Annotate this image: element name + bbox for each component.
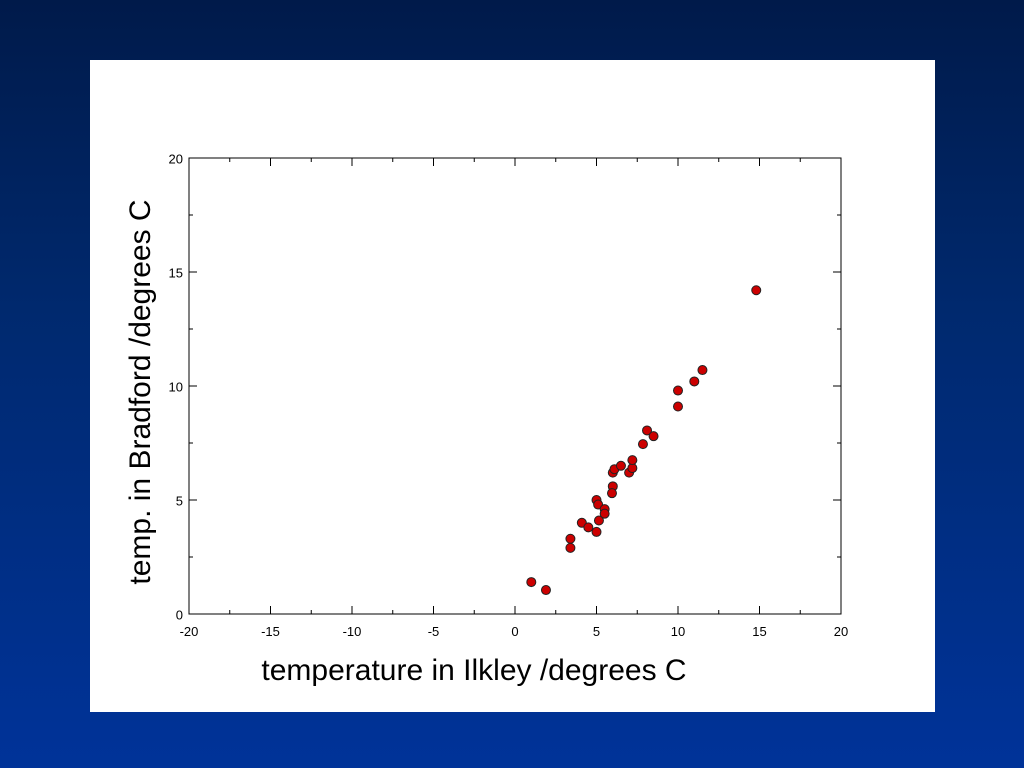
x-tick-label: 0 — [511, 624, 518, 639]
data-point — [751, 285, 762, 296]
data-point — [627, 455, 638, 466]
y-tick-label: 15 — [169, 265, 183, 280]
data-point — [673, 385, 683, 396]
x-tick-label: -20 — [180, 624, 199, 639]
y-tick-label: 20 — [169, 151, 183, 166]
y-axis-title: temp. in Bradford /degrees C — [124, 199, 157, 584]
data-point — [583, 522, 594, 533]
x-tick-label: -5 — [428, 624, 440, 639]
data-point — [591, 526, 602, 537]
x-tick-label: 15 — [752, 624, 766, 639]
data-point — [526, 577, 537, 588]
data-point — [565, 542, 576, 553]
x-axis-title: temperature in Ilkley /degrees C — [261, 654, 686, 687]
data-point — [615, 460, 626, 471]
x-tick-label: -15 — [261, 624, 280, 639]
x-tick-label: 10 — [671, 624, 685, 639]
data-point — [673, 401, 683, 412]
data-point — [637, 439, 648, 450]
y-tick-label: 10 — [169, 379, 183, 394]
data-point — [599, 508, 610, 519]
data-point — [540, 585, 551, 596]
slide-panel — [90, 60, 935, 712]
y-tick-label: 5 — [176, 493, 183, 508]
data-point — [565, 533, 576, 544]
x-tick-label: -10 — [343, 624, 362, 639]
data-point — [697, 365, 708, 376]
x-tick-label: 5 — [593, 624, 600, 639]
data-point — [593, 515, 604, 526]
data-point — [606, 488, 617, 499]
plot-frame — [188, 157, 842, 615]
data-point — [689, 376, 700, 387]
data-point — [648, 431, 659, 442]
data-point — [642, 425, 653, 436]
x-tick-label: 20 — [834, 624, 848, 639]
y-tick-label: 0 — [176, 607, 183, 622]
